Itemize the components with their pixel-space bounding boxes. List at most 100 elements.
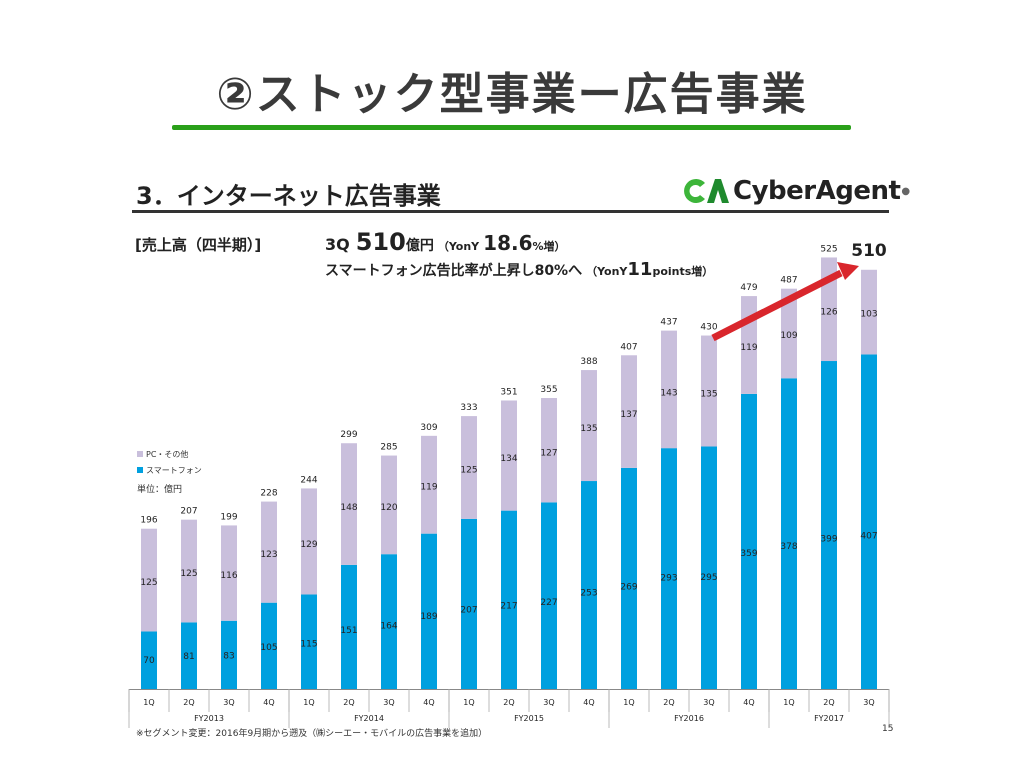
bar-pc: [141, 528, 157, 632]
headline-unit: 億円: [405, 238, 434, 254]
data-label-pc: 126: [820, 307, 837, 317]
x-tick-label: 2Q: [343, 698, 354, 707]
bar-smartphone: [141, 631, 157, 689]
data-label-smartphone: 164: [380, 621, 397, 631]
data-label-total: 479: [740, 283, 757, 293]
bar-pc: [421, 435, 437, 534]
data-label-smartphone: 83: [223, 651, 234, 661]
data-label-smartphone: 189: [420, 612, 437, 622]
x-tick-label: 4Q: [423, 698, 434, 707]
data-label-smartphone: 115: [300, 639, 317, 649]
data-label-total: 199: [220, 512, 237, 522]
headline-2: スマートフォン広告比率が上昇し80%へ （YonY 11 points増）: [325, 259, 713, 280]
data-label-pc: 103: [860, 309, 877, 319]
data-label-pc: 127: [540, 448, 557, 458]
logo-dot: ●: [901, 185, 911, 197]
legend-swatch-pc: [137, 451, 143, 457]
bar-pc: [581, 370, 597, 482]
section-divider: [132, 210, 889, 213]
x-tick-label: 3Q: [863, 698, 874, 707]
page-number: 15: [882, 724, 894, 734]
bar-pc: [781, 288, 797, 379]
headline-2-text: スマートフォン広告比率が上昇し80%へ: [325, 263, 583, 279]
bar-pc: [181, 519, 197, 623]
x-tick-label: 1Q: [783, 698, 794, 707]
slide-title: ②ストック型事業ー広告事業: [216, 69, 808, 120]
data-label-total: 430: [700, 323, 717, 333]
bar-pc: [541, 398, 557, 503]
bar-smartphone: [181, 622, 197, 689]
bar-smartphone: [621, 467, 637, 689]
data-label-pc: 135: [700, 390, 717, 400]
x-tick-label: 2Q: [823, 698, 834, 707]
data-label-pc: 120: [380, 503, 397, 513]
data-label-total: 207: [180, 507, 197, 517]
data-label-pc: 119: [420, 483, 437, 493]
bar-smartphone: [541, 502, 557, 689]
data-label-total: 309: [420, 423, 437, 433]
data-label-smartphone: 105: [260, 643, 277, 653]
data-label-smartphone: 269: [620, 582, 637, 592]
data-label-smartphone: 81: [183, 652, 194, 662]
headline-quarter: 3Q: [325, 235, 350, 254]
data-label-total: 299: [340, 430, 357, 440]
trend-arrow-shaft: [711, 269, 843, 342]
legend-item-smartphone: スマートフォン: [137, 462, 202, 478]
data-label-smartphone: 227: [540, 598, 557, 608]
bar-smartphone: [581, 481, 597, 689]
x-tick-label: 1Q: [623, 698, 634, 707]
headline-2-yoy-value: 11: [627, 259, 653, 280]
data-label-total: 525: [820, 244, 837, 254]
x-group-label: FY2013: [194, 714, 224, 723]
headline-yoy-value: 18.6: [483, 231, 533, 255]
x-group-label: FY2015: [514, 714, 544, 723]
chart-legend: PC・その他 スマートフォン: [137, 446, 202, 478]
bar-smartphone: [221, 620, 237, 689]
data-label-pc: 119: [740, 343, 757, 353]
headline-yoy-prefix: （YonY: [437, 240, 480, 253]
bar-pc: [221, 525, 237, 621]
logo-text: CyberAgent: [733, 176, 901, 206]
section-title: 3．インターネット広告事業: [136, 182, 441, 210]
headline: 3Q 510 億円 （YonY 18.6 %増）: [325, 228, 566, 256]
bar-pc: [861, 269, 877, 355]
bar-pc: [661, 330, 677, 449]
data-label-smartphone: 359: [740, 549, 757, 559]
data-label-total: 244: [300, 475, 317, 485]
footnote: ※セグメント変更：2016年9月期から遡及（㈱シーエー・モバイルの広告事業を追加…: [136, 729, 488, 739]
x-tick-label: 3Q: [703, 698, 714, 707]
data-label-total: 510: [851, 241, 887, 261]
x-tick-label: 1Q: [303, 698, 314, 707]
data-label-pc: 135: [580, 424, 597, 434]
bar-smartphone: [661, 448, 677, 689]
bar-smartphone: [821, 361, 837, 689]
data-label-pc: 123: [260, 550, 277, 560]
bar-smartphone: [501, 510, 517, 689]
x-group-label: FY2017: [814, 714, 844, 723]
data-label-smartphone: 217: [500, 602, 517, 612]
data-label-total: 333: [460, 403, 477, 413]
headline-value: 510: [355, 228, 406, 256]
data-label-pc: 116: [220, 571, 237, 581]
data-label-pc: 125: [140, 578, 157, 588]
bar-smartphone: [741, 393, 757, 689]
x-tick-label: 4Q: [583, 698, 594, 707]
bar-pc: [701, 335, 717, 447]
bar-smartphone: [341, 564, 357, 689]
x-tick-label: 2Q: [183, 698, 194, 707]
legend-label-smartphone: スマートフォン: [146, 465, 202, 475]
data-label-smartphone: 378: [780, 542, 797, 552]
bar-smartphone: [261, 602, 277, 689]
bar-pc: [381, 455, 397, 555]
bar-smartphone: [781, 378, 797, 689]
data-label-total: 196: [140, 516, 157, 526]
data-label-pc: 129: [300, 540, 317, 550]
x-tick-label: 3Q: [383, 698, 394, 707]
x-tick-label: 1Q: [463, 698, 474, 707]
data-label-smartphone: 70: [143, 656, 155, 666]
data-label-smartphone: 293: [660, 574, 677, 584]
trend-arrow-head: [837, 262, 859, 280]
x-tick-label: 2Q: [503, 698, 514, 707]
x-tick-label: 3Q: [543, 698, 554, 707]
